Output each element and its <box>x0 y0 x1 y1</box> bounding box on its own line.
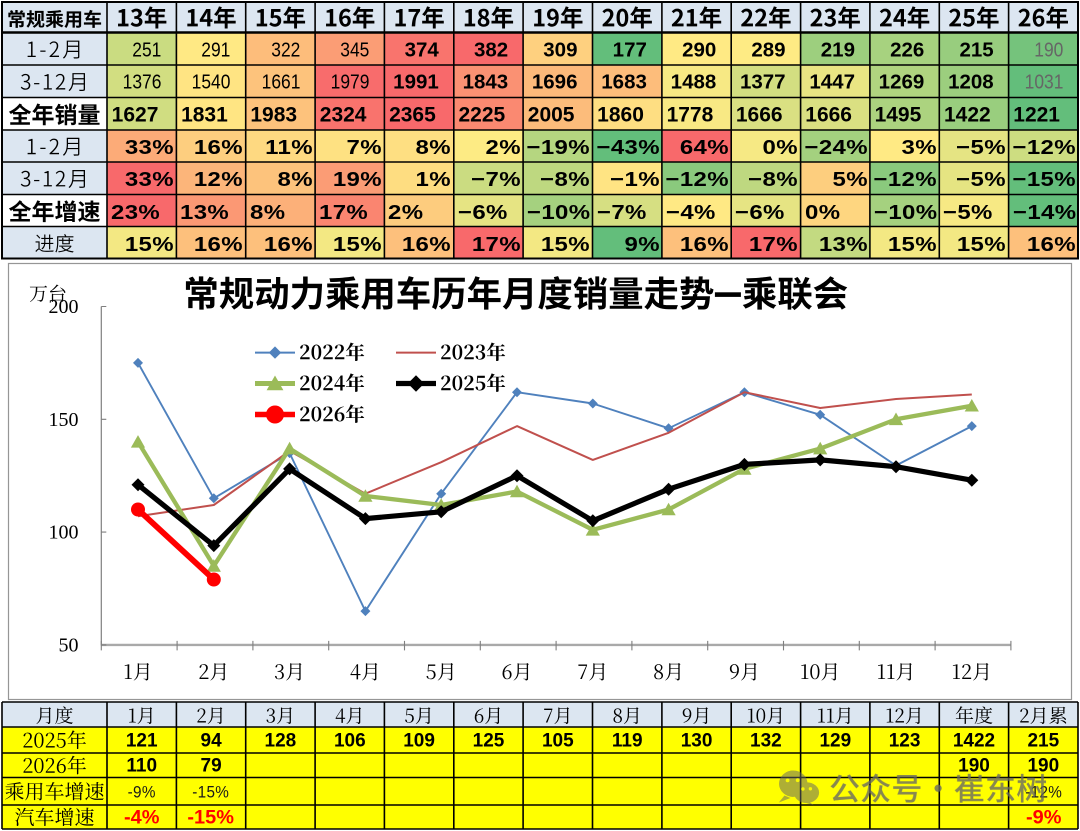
svg-text:50: 50 <box>59 635 79 657</box>
svg-text:150: 150 <box>49 409 79 431</box>
svg-text:100: 100 <box>49 522 79 544</box>
svg-text:200: 200 <box>49 296 79 318</box>
